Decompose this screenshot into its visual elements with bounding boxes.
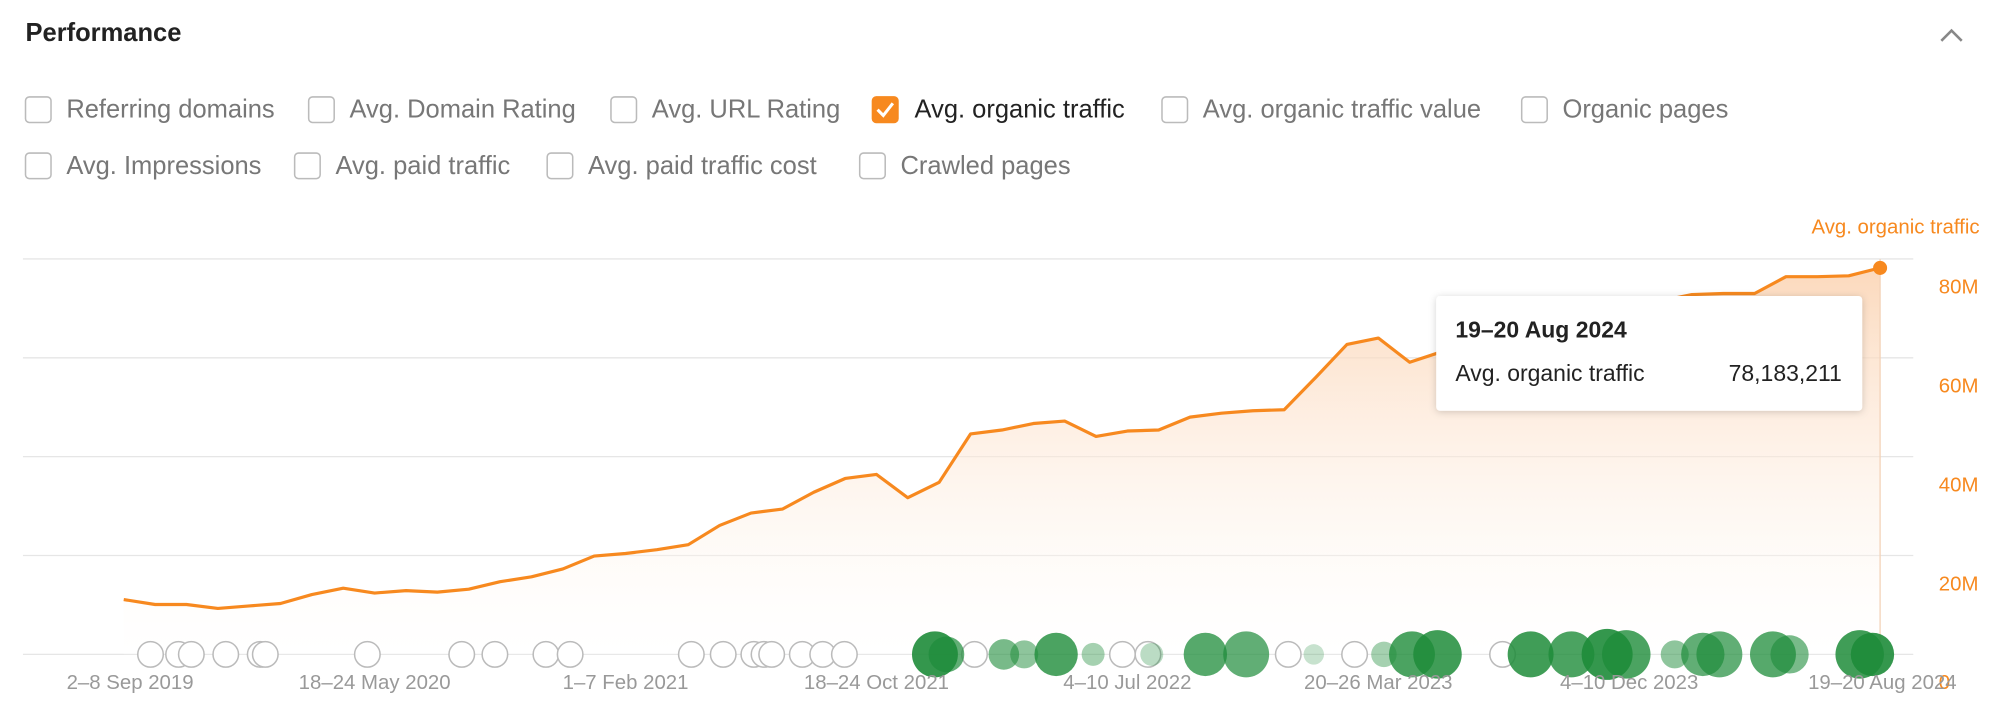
checkbox[interactable]: [293, 152, 321, 180]
y-tick-label: 80M: [1939, 277, 1979, 299]
chart: 0 20M 40M 60M 80M Avg. organic traffic 2–8 Sep…: [22, 217, 1980, 694]
annotation-marker[interactable]: [1507, 631, 1554, 678]
checkbox[interactable]: [307, 96, 335, 124]
annotation-marker[interactable]: [177, 640, 205, 668]
filter-label[interactable]: Avg. paid traffic: [335, 152, 510, 180]
annotation-marker[interactable]: [1134, 640, 1162, 668]
x-tick-label: 4–10 Dec 2023: [1560, 672, 1698, 694]
annotation-marker[interactable]: [532, 640, 560, 668]
filter-checkbox[interactable]: Avg. paid traffic: [293, 152, 511, 180]
x-tick-label: 2–8 Sep 2019: [67, 672, 194, 694]
tooltip-date: 19–20 Aug 2024: [1455, 317, 1627, 343]
x-tick-label: 18–24 May 2020: [299, 672, 451, 694]
tooltip-value: 78,183,211: [1729, 360, 1842, 386]
checkbox[interactable]: [610, 96, 638, 124]
filter-checkbox[interactable]: Crawled pages: [858, 152, 1071, 180]
annotation-marker[interactable]: [758, 640, 786, 668]
y-tick-label: 40M: [1939, 474, 1979, 496]
annotation-marker[interactable]: [1602, 630, 1651, 679]
annotation-marker[interactable]: [1413, 630, 1462, 679]
annotation-marker[interactable]: [1034, 632, 1078, 677]
filter-label[interactable]: Avg. URL Rating: [652, 96, 841, 124]
annotation-marker[interactable]: [1770, 635, 1809, 674]
annotation-marker[interactable]: [960, 640, 989, 668]
x-tick-label: 18–24 Oct 2021: [804, 672, 949, 694]
y-tick-label: 20M: [1939, 573, 1979, 595]
annotation-marker[interactable]: [1010, 640, 1039, 669]
x-tick-label: 20–26 Mar 2023: [1304, 672, 1453, 694]
checkbox[interactable]: [858, 152, 886, 180]
checkbox[interactable]: [546, 152, 574, 180]
filter-label[interactable]: Avg. organic traffic value: [1203, 96, 1481, 124]
annotation-marker[interactable]: [136, 640, 165, 668]
filter-checkbox[interactable]: Avg. paid traffic cost: [546, 152, 817, 180]
annotation-marker[interactable]: [212, 640, 240, 668]
annotation-marker[interactable]: [1081, 642, 1105, 666]
annotation-marker[interactable]: [1223, 631, 1270, 678]
annotation-marker[interactable]: [1850, 632, 1895, 677]
checkbox[interactable]: [1161, 96, 1189, 124]
filter-checkbox[interactable]: Avg. URL Rating: [610, 96, 841, 124]
filter-label[interactable]: Referring domains: [66, 96, 274, 124]
checkbox[interactable]: [871, 96, 899, 124]
filter-label[interactable]: Organic pages: [1563, 96, 1729, 124]
annotation-marker[interactable]: [709, 640, 737, 668]
filter-label[interactable]: Crawled pages: [901, 152, 1071, 180]
checkmark: [876, 102, 895, 118]
annotation-marker[interactable]: [353, 640, 381, 668]
filter-checkbox[interactable]: Avg. organic traffic value: [1161, 96, 1481, 124]
y-tick-label: 0: [1939, 672, 1950, 694]
filter-checkbox[interactable]: Avg. Domain Rating: [307, 96, 576, 124]
annotation-marker[interactable]: [1660, 640, 1689, 669]
annotation-marker[interactable]: [1548, 631, 1595, 678]
tooltip: 19–20 Aug 2024 Avg. organic traffic 78,183…: [1436, 295, 1863, 411]
checkbox[interactable]: [24, 96, 52, 124]
filter-checkbox[interactable]: Organic pages: [1520, 96, 1729, 124]
annotation-marker[interactable]: [481, 640, 509, 668]
filter-checkbox[interactable]: Avg. Impressions: [24, 152, 262, 180]
annotation-marker[interactable]: [556, 640, 584, 668]
y-tick-label: 60M: [1939, 376, 1979, 398]
annotation-marker[interactable]: [677, 640, 705, 668]
filter-checkbox[interactable]: Referring domains: [24, 96, 275, 124]
annotation-marker[interactable]: [1108, 640, 1136, 668]
checkbox[interactable]: [1520, 96, 1548, 124]
x-tick-label: 4–10 Jul 2022: [1063, 672, 1191, 694]
annotation-marker[interactable]: [830, 640, 858, 668]
filter-label[interactable]: Avg. paid traffic cost: [588, 152, 817, 180]
filter-label[interactable]: Avg. Domain Rating: [349, 96, 575, 124]
annotation-marker[interactable]: [1140, 642, 1164, 666]
annotation-marker[interactable]: [988, 639, 1020, 670]
annotation-marker[interactable]: [1183, 632, 1228, 677]
x-tick-label: 1–7 Feb 2021: [563, 672, 689, 694]
annotation-marker[interactable]: [448, 640, 476, 668]
annotation-marker[interactable]: [928, 636, 965, 673]
filters: Referring domains Avg. Domain Rating Avg. …: [24, 96, 1729, 180]
annotation-marker[interactable]: [1303, 644, 1324, 665]
tooltip-box: [1436, 295, 1863, 411]
axis-series-label: Avg. organic traffic: [1811, 217, 1979, 239]
annotation-marker[interactable]: [1274, 640, 1302, 668]
panel-title: Performance: [26, 19, 182, 47]
annotation-marker[interactable]: [1696, 631, 1743, 678]
filter-label[interactable]: Avg. organic traffic: [915, 96, 1125, 124]
collapse-chevron[interactable]: [1940, 28, 1963, 42]
annotation-marker[interactable]: [251, 640, 279, 668]
filter-checkbox[interactable]: Avg. organic traffic: [871, 96, 1125, 124]
hover-point: [1873, 260, 1888, 275]
annotation-marker[interactable]: [1341, 640, 1369, 668]
x-tick-label: 19–20 Aug 2024: [1808, 672, 1957, 694]
filter-label[interactable]: Avg. Impressions: [66, 152, 261, 180]
tooltip-series: Avg. organic traffic: [1455, 360, 1644, 386]
checkbox[interactable]: [24, 152, 52, 180]
